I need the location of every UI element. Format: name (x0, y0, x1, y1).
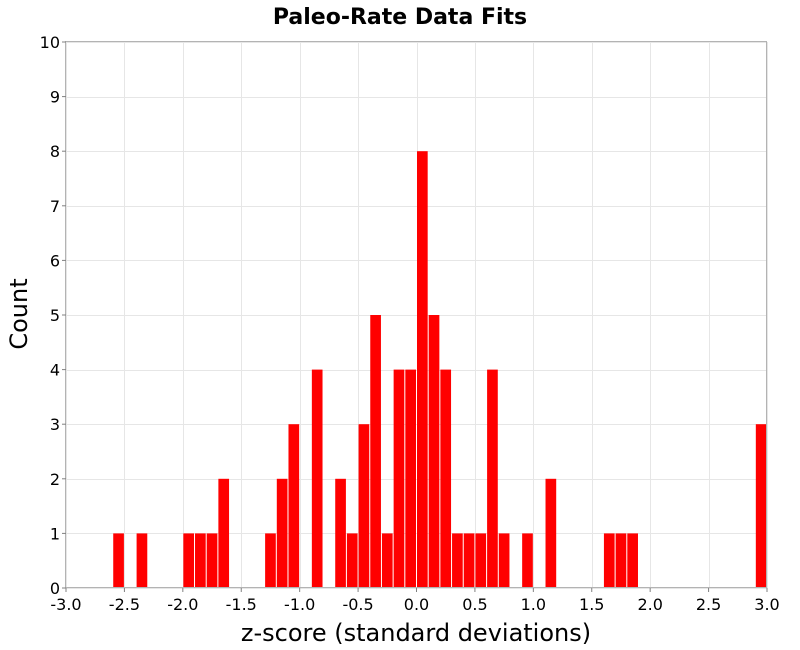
histogram-bar (370, 315, 381, 588)
histogram-bar (206, 533, 218, 588)
x-tick-label: -1.5 (226, 595, 257, 614)
x-tick-label: -2.5 (109, 595, 140, 614)
y-tick-label: 8 (50, 142, 60, 161)
x-axis-label: z-score (standard deviations) (241, 619, 591, 647)
y-tick-label: 7 (50, 197, 60, 216)
histogram-bar (755, 424, 767, 588)
x-tick-label: 2.5 (696, 595, 721, 614)
histogram-bar (452, 533, 463, 588)
histogram-bar (288, 424, 300, 588)
x-tick-label: 0.0 (404, 595, 429, 614)
histogram-bar (463, 533, 475, 588)
histogram-bar (335, 478, 346, 588)
x-tick-label: -3.0 (50, 595, 81, 614)
histogram-bar (627, 533, 638, 588)
y-tick-label: 2 (50, 470, 60, 489)
x-tick-label: 1.5 (579, 595, 604, 614)
y-axis-label: Count (5, 278, 33, 349)
histogram-bar (381, 533, 393, 588)
x-tick-label: -0.5 (342, 595, 373, 614)
histogram-bar (522, 533, 533, 588)
y-tick-label: 5 (50, 306, 60, 325)
histogram-bar (183, 533, 195, 588)
y-tick-label: 10 (40, 33, 60, 52)
histogram-bar (113, 533, 124, 588)
histogram-bar (475, 533, 487, 588)
y-tick-label: 0 (50, 579, 60, 598)
x-tick-label: -2.0 (167, 595, 198, 614)
histogram-bar (440, 369, 452, 588)
y-tick-label: 1 (50, 524, 60, 543)
histogram-bar (265, 533, 276, 588)
histogram-bar (346, 533, 358, 588)
y-tick-label: 6 (50, 251, 60, 270)
grid-lines (66, 42, 768, 589)
histogram-bar (358, 424, 370, 588)
histogram-bar (311, 369, 323, 588)
histogram-bar (603, 533, 615, 588)
histogram-bar (545, 478, 557, 588)
histogram-bar (405, 369, 416, 588)
histogram-bar (428, 315, 440, 588)
x-tick-label: 2.0 (637, 595, 662, 614)
histogram-bar (393, 369, 405, 588)
x-tick-label: 0.5 (462, 595, 487, 614)
histogram-bar (136, 533, 148, 588)
bars (113, 151, 767, 588)
x-tick-label: -1.0 (284, 595, 315, 614)
x-tick-label: 3.0 (754, 595, 779, 614)
histogram-bar (195, 533, 206, 588)
histogram-bar (487, 369, 498, 588)
x-tick-label: 1.0 (521, 595, 546, 614)
histogram-bar (498, 533, 510, 588)
histogram-bar (218, 478, 230, 588)
histogram-bar (615, 533, 627, 588)
histogram-bar (417, 151, 428, 588)
tick-labels: -3.0 -2.5 -2.0 -1.5 -1.0 -0.5 0.0 0.5 1.0 1.5 2.0 2… (40, 33, 780, 614)
y-tick-label: 3 (50, 415, 60, 434)
y-tick-label: 9 (50, 88, 60, 107)
histogram-bar (276, 478, 288, 588)
y-tick-label: 4 (50, 361, 60, 380)
chart-title: Paleo-Rate Data Fits (273, 5, 527, 30)
